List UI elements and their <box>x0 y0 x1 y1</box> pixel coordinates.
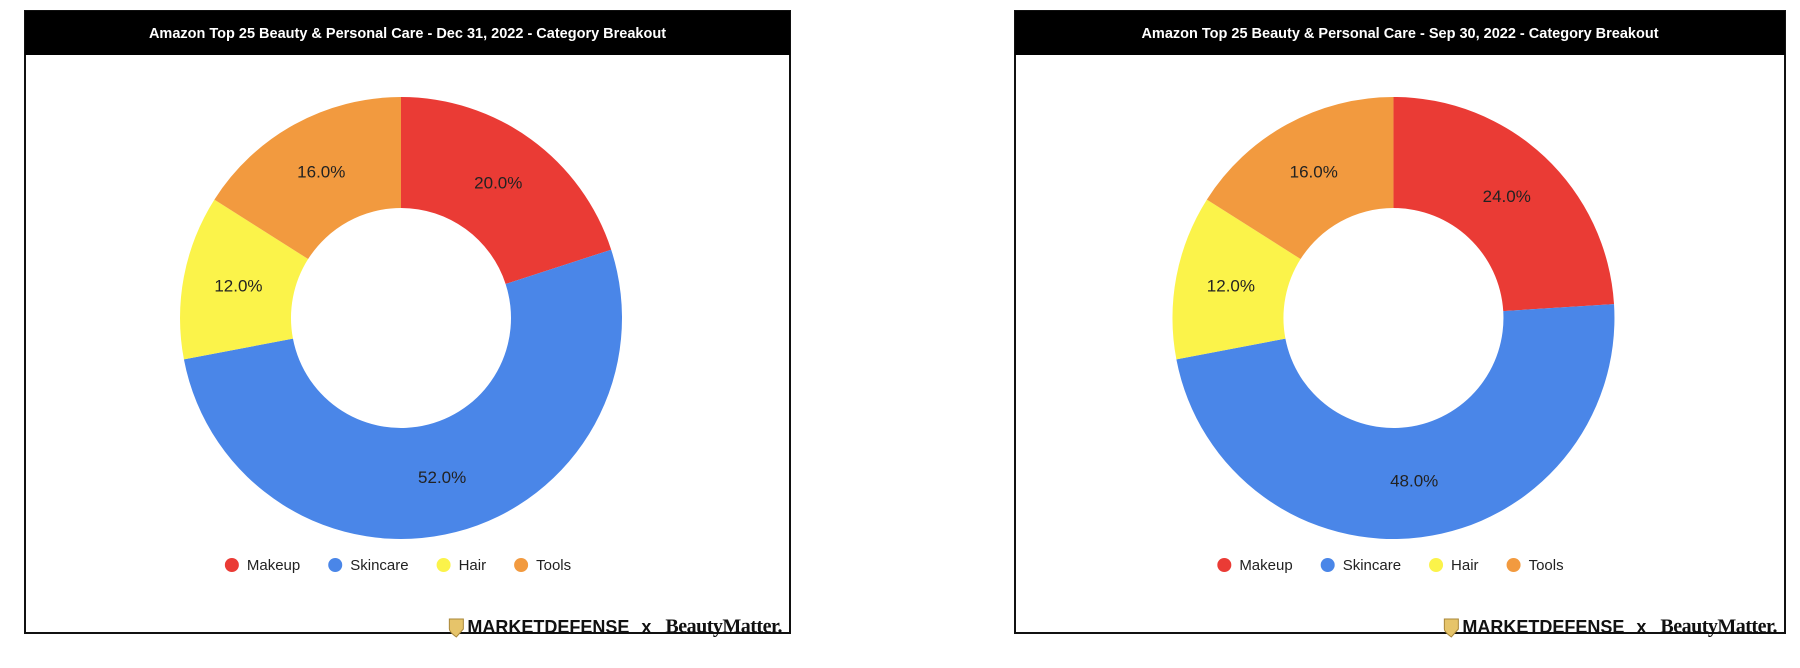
legend-swatch <box>436 558 451 572</box>
chart-title: Amazon Top 25 Beauty & Personal Care - S… <box>1141 26 1658 42</box>
pie-slice <box>401 97 612 285</box>
value-label: 24.0% <box>1483 187 1531 206</box>
brand-left: MARKETDEFENSE <box>1462 617 1624 637</box>
legend-label: Tools <box>1529 557 1564 574</box>
brand-left: MARKETDEFENSE <box>467 617 629 637</box>
legend-label: Skincare <box>1343 557 1401 574</box>
value-label: 16.0% <box>297 162 345 181</box>
value-label: 48.0% <box>1390 472 1438 491</box>
legend: Makeup Skincare Hair Tools <box>224 557 571 574</box>
value-label: 12.0% <box>214 276 262 295</box>
legend-label: Hair <box>1451 557 1479 574</box>
legend-label: Tools <box>536 557 571 574</box>
legend-label: Skincare <box>350 557 408 574</box>
legend-swatch <box>328 558 343 572</box>
legend-swatch <box>1320 558 1335 572</box>
title-bar <box>1015 11 1785 55</box>
pie-slice <box>1172 199 1301 360</box>
legend-label: Makeup <box>1239 557 1292 574</box>
brand-icon <box>448 618 464 638</box>
legend-swatch <box>1217 558 1232 572</box>
brand-icon <box>1443 618 1459 638</box>
legend-swatch <box>1506 558 1521 572</box>
brand-separator: x <box>641 617 651 637</box>
pie-slice <box>1176 304 1615 539</box>
legend-swatch <box>1429 558 1444 572</box>
value-label: 52.0% <box>418 468 466 487</box>
legend-label: Hair <box>459 557 487 574</box>
pie-slice <box>180 199 309 360</box>
title-bar <box>25 11 790 55</box>
pie-slice <box>183 249 622 539</box>
value-label: 20.0% <box>474 174 522 193</box>
chart-title: Amazon Top 25 Beauty & Personal Care - D… <box>149 26 666 42</box>
pie-slice <box>1393 97 1615 312</box>
brand-right: BeautyMatter. <box>1660 616 1777 638</box>
value-label: 16.0% <box>1290 162 1338 181</box>
legend-label: Makeup <box>247 557 300 574</box>
brand-separator: x <box>1636 617 1646 637</box>
pie-slice <box>214 97 401 260</box>
legend-swatch <box>514 558 529 572</box>
brand-right: BeautyMatter. <box>665 616 782 638</box>
legend: Makeup Skincare Hair Tools <box>1217 557 1564 574</box>
legend-swatch <box>224 558 239 572</box>
value-label: 12.0% <box>1207 276 1255 295</box>
pie-slice <box>1206 97 1394 260</box>
